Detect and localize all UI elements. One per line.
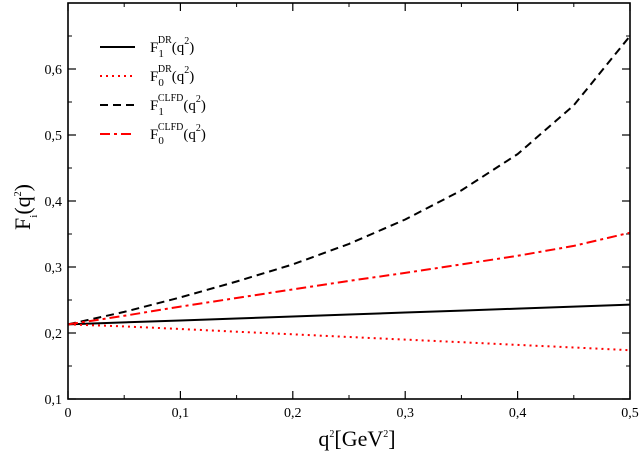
x-axis-label: q2[GeV2] bbox=[318, 426, 395, 451]
legend: F1DR(q2) F0DR(q2) F1CLFD(q2) F0CLFD(q2) bbox=[100, 35, 206, 147]
x-tick-label: 0,3 bbox=[396, 406, 414, 421]
series-line-2 bbox=[67, 35, 631, 326]
axis-ticks: 0 0,1 0,2 0,3 0,4 0,50,10,20,30,40,50,6 bbox=[45, 3, 639, 421]
legend-label-1: F0DR(q2) bbox=[150, 64, 194, 89]
y-axis-label-sup: 2 bbox=[13, 191, 24, 196]
legend-label-3: F0CLFD(q2) bbox=[150, 122, 206, 147]
y-tick-label: 0,6 bbox=[45, 63, 63, 78]
y-axis-label: Fi(q2) bbox=[10, 184, 40, 230]
y-tick-label: 0,5 bbox=[45, 129, 63, 144]
legend-label-0: F1DR(q2) bbox=[150, 35, 194, 60]
x-axis-label-base: q bbox=[318, 426, 329, 451]
y-axis-label-base: F bbox=[10, 218, 35, 230]
x-axis-label-unit: [GeV bbox=[334, 426, 383, 451]
series-line-0 bbox=[67, 303, 631, 326]
series-line-1 bbox=[67, 323, 631, 352]
x-axis-label-unit-sup: 2 bbox=[383, 429, 388, 440]
y-tick-label: 0,2 bbox=[45, 327, 63, 342]
x-tick-label: 0,2 bbox=[284, 406, 302, 421]
y-axis-label-open: (q bbox=[10, 196, 35, 214]
y-tick-label: 0,1 bbox=[45, 393, 63, 408]
y-tick-label: 0,3 bbox=[45, 261, 63, 276]
y-axis-label-sub: i bbox=[28, 215, 40, 218]
plot-frame bbox=[67, 2, 631, 400]
x-axis-label-sup: 2 bbox=[329, 429, 334, 440]
x-axis-label-close: ] bbox=[388, 426, 395, 451]
series-lines bbox=[67, 35, 631, 352]
x-tick-label: 0,5 bbox=[621, 406, 639, 421]
x-tick-label: 0,4 bbox=[509, 406, 527, 421]
x-tick-label: 0 bbox=[65, 406, 72, 421]
x-tick-label: 0,1 bbox=[172, 406, 190, 421]
y-axis-label-close: ) bbox=[10, 184, 35, 191]
legend-label-2: F1CLFD(q2) bbox=[150, 93, 206, 118]
y-tick-label: 0,4 bbox=[45, 195, 63, 210]
